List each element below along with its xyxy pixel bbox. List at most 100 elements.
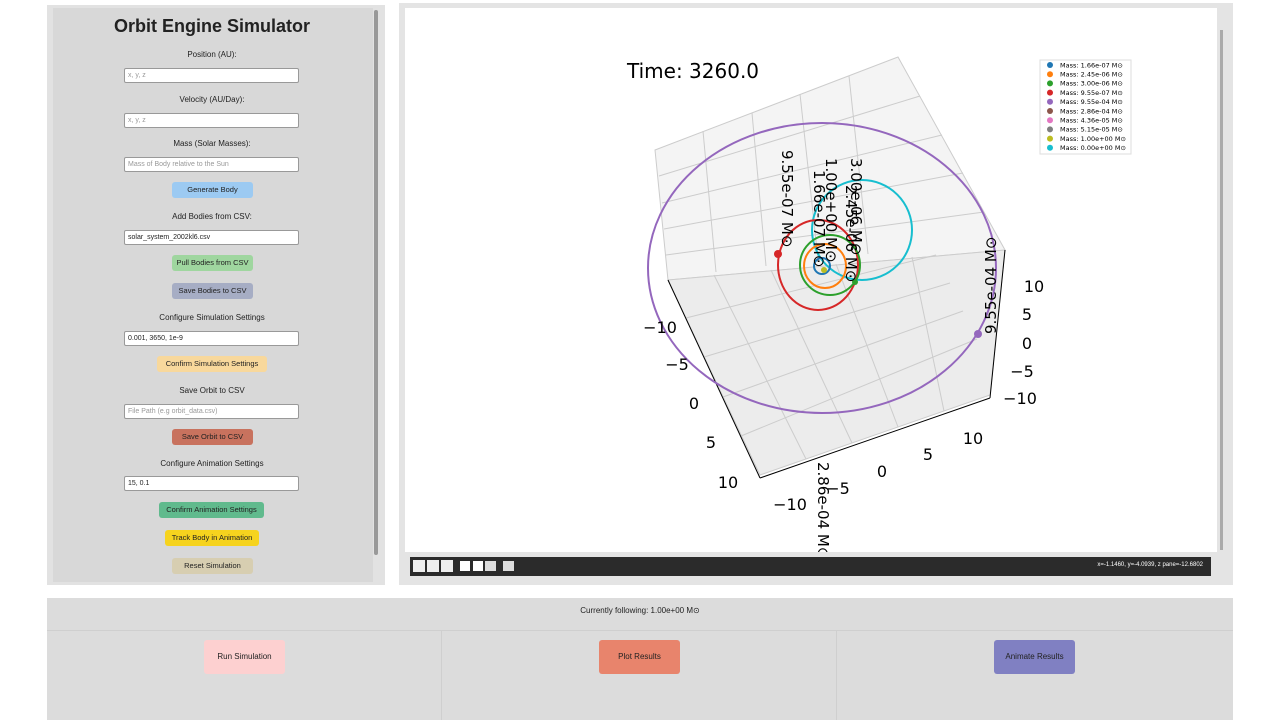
- field-label: Position (AU):: [187, 50, 237, 59]
- grid-line: [848, 75, 869, 255]
- orbit-input[interactable]: File Path (e.g orbit_data.csv): [124, 404, 299, 419]
- anim-input[interactable]: 15, 0.1: [124, 476, 299, 491]
- z-tick-label: 10: [1024, 277, 1044, 296]
- body-labels: 9.55e-07 M⊙ 1.66e-07 M⊙ 1.00e+00 M⊙ 2.45…: [778, 150, 1000, 552]
- legend-marker: [1047, 62, 1053, 68]
- y-tick-label: 0: [877, 462, 887, 481]
- body: [852, 279, 858, 285]
- forward-button[interactable]: [441, 560, 453, 572]
- sim-input[interactable]: 0.001, 3650, 1e-9: [124, 331, 299, 346]
- generate-button[interactable]: Generate Body: [172, 182, 253, 198]
- z-tick-label: 5: [1022, 305, 1032, 324]
- zoom-button[interactable]: [473, 561, 483, 571]
- z-tick-label: −10: [1003, 389, 1037, 408]
- field-label: Configure Simulation Settings: [159, 313, 265, 322]
- scrollbar[interactable]: [374, 10, 378, 555]
- position-input[interactable]: x, y, z: [124, 68, 299, 83]
- axes-box: [654, 56, 1006, 476]
- axis-line: [667, 279, 761, 479]
- run-button[interactable]: Run Simulation: [204, 640, 285, 674]
- x-tick-label: 5: [706, 433, 716, 452]
- coords: x=-1.1460, y=-4.0939, z pane=-12.6802: [1097, 562, 1203, 568]
- following-label: Currently following: 1.00e+00 M⊙: [580, 606, 700, 615]
- legend-marker: [1047, 98, 1053, 105]
- csv-input[interactable]: solar_system_2002kl6.csv: [124, 230, 299, 245]
- time-label: Time: 3260.0: [626, 59, 759, 83]
- orbit: [799, 234, 861, 296]
- legend-label: Mass: 1.00e+00 M⊙: [1060, 135, 1126, 143]
- field-label: Mass (Solar Masses):: [173, 139, 251, 148]
- plot: Time: 3260.0 −10 −5 0 5 10 −10 −5 0 5 10…: [626, 56, 1132, 552]
- toolbar-icons: [413, 560, 514, 572]
- body-label: 1.66e-07 M⊙: [810, 170, 828, 267]
- body-label: 1.00e+00 M⊙: [822, 158, 840, 263]
- legend-label: Mass: 9.55e-04 M⊙: [1060, 98, 1123, 106]
- y-tick-label: 10: [963, 429, 983, 448]
- body: [821, 267, 827, 273]
- divider: [836, 630, 837, 720]
- axis-lines: [667, 249, 1006, 479]
- body-label: 9.55e-07 M⊙: [778, 150, 796, 247]
- grid-line: [685, 254, 937, 319]
- field-label: Configure Animation Settings: [160, 459, 264, 468]
- axis-line: [989, 249, 1006, 399]
- legend-marker: [1047, 80, 1053, 87]
- save-button[interactable]: [503, 561, 514, 571]
- orbit: [647, 122, 997, 414]
- reset-button[interactable]: Reset Simulation: [172, 558, 253, 574]
- mass-input[interactable]: Mass of Body relative to the Sun: [124, 157, 299, 172]
- body-label: 9.55e-04 M⊙: [982, 237, 1000, 334]
- legend-label: Mass: 0.00e+00 M⊙: [1060, 144, 1126, 152]
- plot-scrollbar[interactable]: [1220, 30, 1223, 550]
- y-tick-label: −10: [773, 495, 807, 514]
- body-label: 3.00e-06 M⊙: [847, 158, 865, 255]
- animate-button[interactable]: Animate Results: [994, 640, 1075, 674]
- orbit: [813, 257, 831, 275]
- orbit-button[interactable]: Save Orbit to CSV: [172, 429, 253, 445]
- config-button[interactable]: [485, 561, 496, 571]
- legend-label: Mass: 9.55e-07 M⊙: [1060, 89, 1123, 97]
- app-title: Orbit Engine Simulator: [113, 16, 310, 36]
- y-tick-label: 5: [923, 445, 933, 464]
- x-tick-label: 0: [689, 394, 699, 413]
- orbit: [811, 179, 913, 281]
- velocity-input[interactable]: x, y, z: [124, 113, 299, 128]
- plot-button[interactable]: Plot Results: [599, 640, 680, 674]
- z-tick-label: −5: [1010, 362, 1034, 381]
- legend-marker: [1047, 126, 1053, 133]
- body-label: 2.86e-04 M⊙: [814, 462, 832, 552]
- sim-button[interactable]: Confirm Simulation Settings: [157, 356, 267, 372]
- grid-line: [740, 338, 978, 437]
- legend-marker: [1047, 117, 1053, 124]
- grid-line: [751, 112, 767, 267]
- grid-line: [703, 282, 951, 358]
- grid-line: [665, 211, 985, 256]
- legend-marker: [1047, 108, 1053, 114]
- x-tick-label: −10: [643, 318, 677, 337]
- x-tick-label: −5: [665, 355, 689, 374]
- y-tick-label: −5: [826, 479, 850, 498]
- track-button[interactable]: Track Body in Animation: [165, 530, 259, 546]
- tick-labels: −10 −5 0 5 10 −10 −5 0 5 10 10 5 0 −5 −1…: [643, 277, 1044, 514]
- body-label: 2.45e-06 M⊙: [842, 185, 860, 282]
- save-bodies-button[interactable]: Save Bodies to CSV: [172, 283, 253, 299]
- divider: [47, 630, 1233, 631]
- body: [774, 250, 782, 258]
- orbit: [803, 243, 847, 289]
- pan-button[interactable]: [460, 561, 470, 571]
- anim-button[interactable]: Confirm Animation Settings: [159, 502, 264, 518]
- pull-button[interactable]: Pull Bodies from CSV: [172, 255, 253, 271]
- grid-line: [911, 256, 945, 412]
- toolbar: [410, 557, 1211, 576]
- legend-label: Mass: 1.66e-07 M⊙: [1060, 61, 1123, 69]
- back-button[interactable]: [427, 560, 439, 572]
- legend-marker: [1047, 144, 1053, 151]
- legend-label: Mass: 2.86e-04 M⊙: [1060, 107, 1123, 115]
- grid-line: [713, 274, 807, 460]
- legend-label: Mass: 2.45e-06 M⊙: [1060, 71, 1123, 79]
- legend-label: Mass: 5.15e-05 M⊙: [1060, 126, 1123, 134]
- field-label: Save Orbit to CSV: [179, 386, 245, 395]
- legend-label: Mass: 4.36e-05 M⊙: [1060, 117, 1123, 125]
- body: [974, 330, 982, 338]
- home-button[interactable]: [413, 560, 425, 572]
